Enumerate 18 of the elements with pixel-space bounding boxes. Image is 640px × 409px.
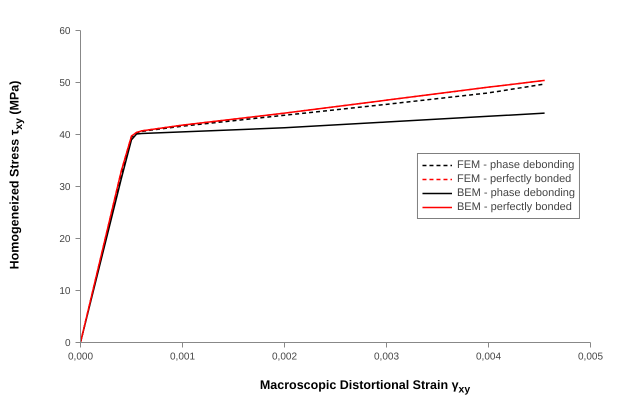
legend-label: FEM - perfectly bonded xyxy=(456,172,572,186)
x-axis-title: Macroscopic Distortional Strain γ$_{xy}$ xyxy=(258,377,472,398)
x-tick-label: 0,000 xyxy=(68,352,94,362)
y-tick-label: 50 xyxy=(59,78,71,89)
x-tick-label: 0,001 xyxy=(170,352,196,362)
x-tick-label: 0,003 xyxy=(374,352,400,362)
x-tick-label: 0,004 xyxy=(476,352,502,362)
legend-label: BEM - perfectly bonded xyxy=(456,200,572,214)
y-tick-label: 0 xyxy=(64,338,71,349)
y-tick-label: 40 xyxy=(59,130,71,141)
legend-label: BEM - phase debonding xyxy=(456,186,575,200)
y-tick-label: 60 xyxy=(59,26,71,37)
y-tick-label: 30 xyxy=(59,182,71,193)
y-tick-label: 20 xyxy=(59,234,71,245)
y-tick-label: 10 xyxy=(59,286,71,297)
legend-label: FEM - phase debonding xyxy=(456,158,574,172)
x-tick-label: 0,005 xyxy=(578,352,604,362)
x-tick-label: 0,002 xyxy=(272,352,298,362)
